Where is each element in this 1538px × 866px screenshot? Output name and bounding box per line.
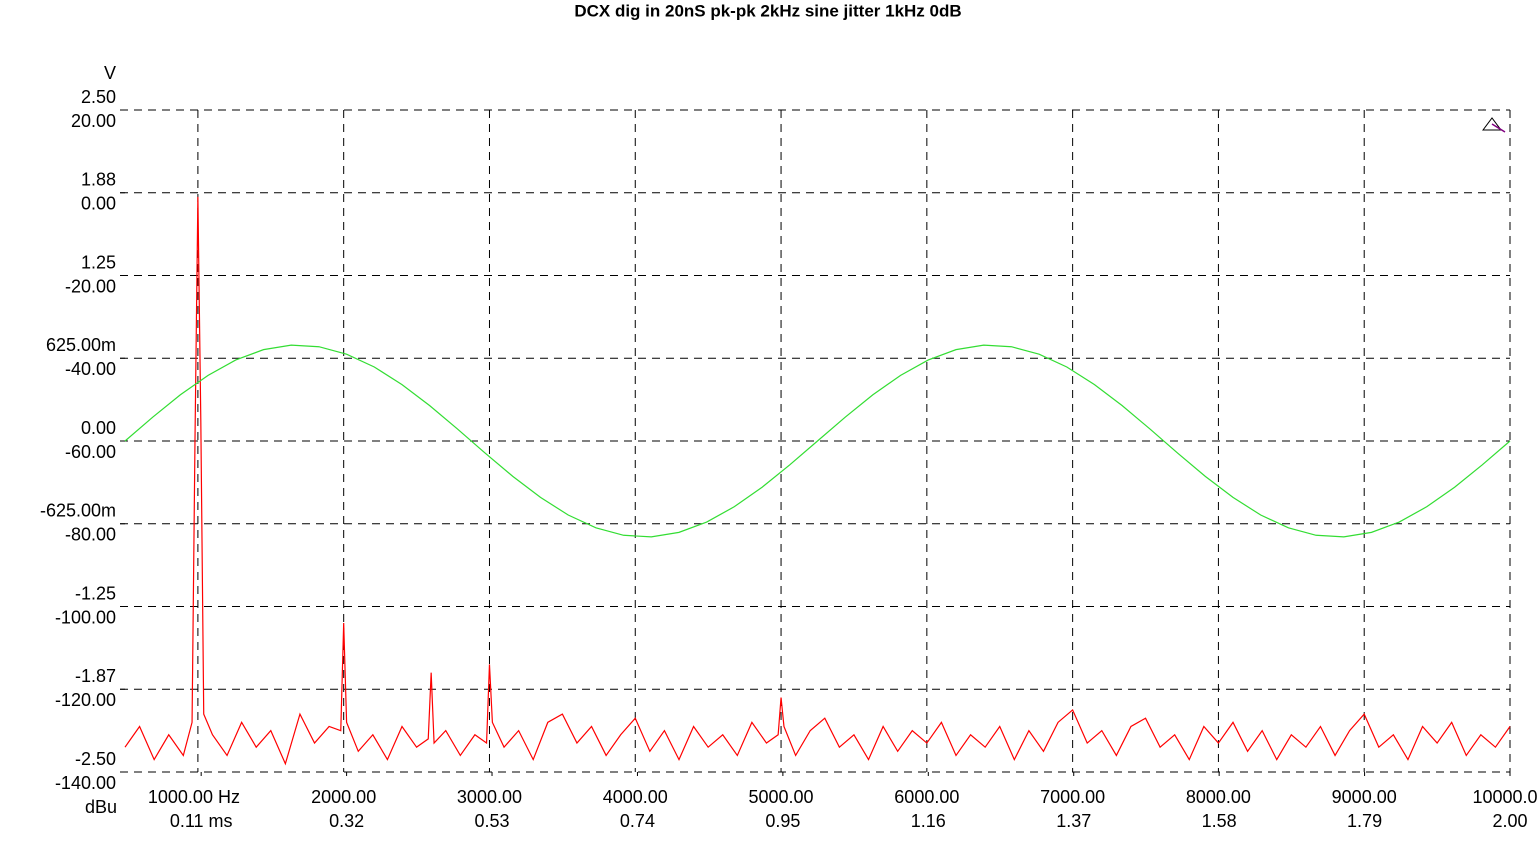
- y2-tick-label: -1.87: [75, 666, 116, 686]
- chart-title: DCX dig in 20nS pk-pk 2kHz sine jitter 1…: [574, 1, 961, 20]
- y-tick-label: -40.00: [65, 359, 116, 379]
- x-tick-label: 3000.00: [457, 787, 522, 807]
- corner-icon: [1482, 117, 1506, 133]
- x-tick-label: 7000.00: [1040, 787, 1105, 807]
- x2-tick-label: 1.37: [1056, 811, 1091, 831]
- y2-tick-label: 625.00m: [46, 335, 116, 355]
- y2-tick-label: -625.00m: [40, 501, 116, 521]
- x2-tick-label: 1.16: [911, 811, 946, 831]
- y-tick-label: -60.00: [65, 442, 116, 462]
- x-tick-label: 5000.00: [749, 787, 814, 807]
- y2-tick-label: -2.50: [75, 749, 116, 769]
- y2-axis-label: V: [104, 63, 116, 83]
- x-tick-label: 4000.00: [603, 787, 668, 807]
- x-tick-label: 6000.00: [894, 787, 959, 807]
- y2-tick-label: -1.25: [75, 583, 116, 603]
- x2-tick-label: 0.32: [329, 811, 364, 831]
- x-tick-label: 9000.00: [1332, 787, 1397, 807]
- y-tick-label: 0.00: [81, 194, 116, 214]
- x2-tick-label: 1.79: [1347, 811, 1382, 831]
- y-tick-label: -80.00: [65, 525, 116, 545]
- y-tick-label: -100.00: [55, 607, 116, 627]
- y-tick-label: -140.00: [55, 773, 116, 793]
- x2-tick-label: 2.00: [1492, 811, 1527, 831]
- x-tick-label: 8000.00: [1186, 787, 1251, 807]
- x2-tick-label: 0.74: [620, 811, 655, 831]
- x-tick-label: 1000.00 Hz: [148, 787, 240, 807]
- y2-tick-label: 2.50: [81, 87, 116, 107]
- y2-tick-label: 1.25: [81, 252, 116, 272]
- y2-tick-label: 1.88: [81, 170, 116, 190]
- x-tick-label: 10000.00: [1472, 787, 1538, 807]
- series-line: [124, 196, 1511, 766]
- y2-tick-label: 0.00: [81, 418, 116, 438]
- x-tick-label: 2000.00: [311, 787, 376, 807]
- x2-tick-label: 1.58: [1202, 811, 1237, 831]
- y-axis-label: dBu: [85, 797, 117, 817]
- x2-tick-label: 0.95: [765, 811, 800, 831]
- y-tick-label: -20.00: [65, 276, 116, 296]
- y-tick-label: 20.00: [71, 111, 116, 131]
- y-tick-label: -120.00: [55, 690, 116, 710]
- x2-tick-label: 0.11 ms: [170, 811, 233, 831]
- x2-tick-label: 0.53: [475, 811, 510, 831]
- series-line: [124, 344, 1511, 538]
